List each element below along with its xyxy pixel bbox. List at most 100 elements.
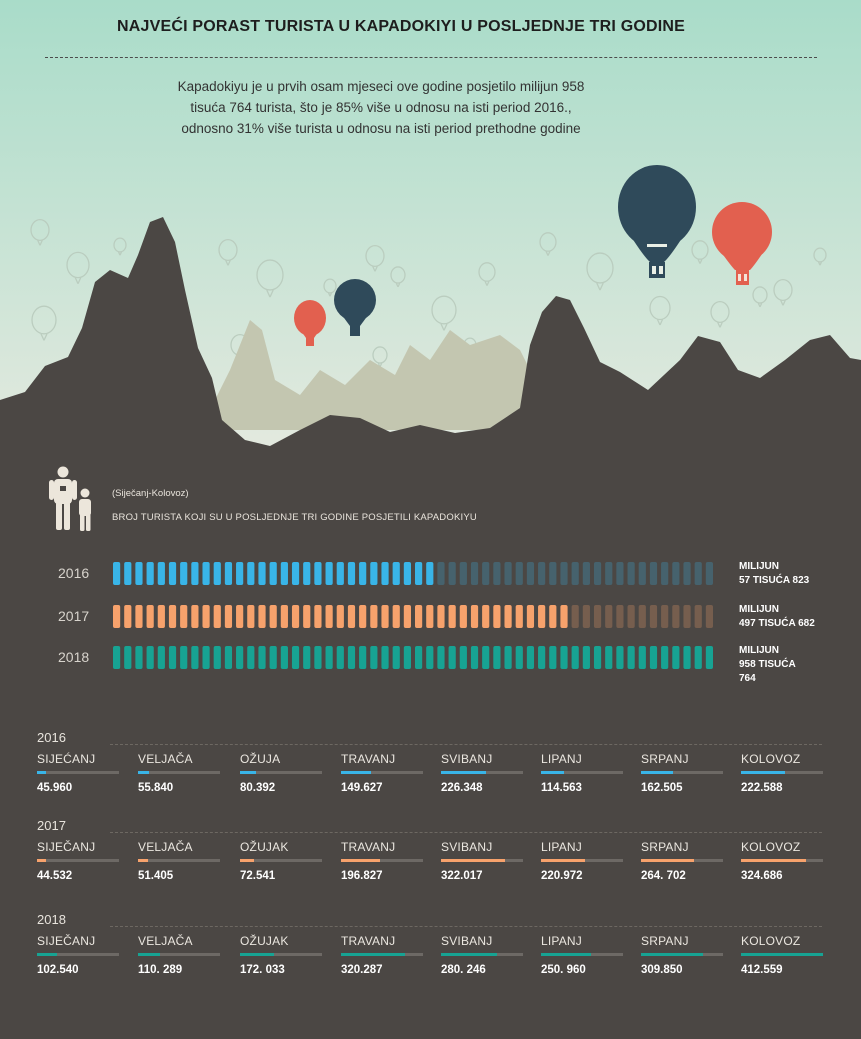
month-value: 114.563 bbox=[541, 782, 582, 794]
month-label: VELJAČA bbox=[138, 752, 193, 766]
totals-segment bbox=[213, 646, 221, 669]
page-title: NAJVEĆI PORAST TURISTA U KAPADOKIYI U PO… bbox=[117, 18, 686, 35]
month-bar bbox=[441, 953, 497, 956]
totals-segment bbox=[336, 605, 344, 628]
month-bar bbox=[138, 859, 149, 862]
month-cell: TRAVANJ 320.287 bbox=[341, 934, 436, 976]
totals-segment bbox=[191, 562, 199, 585]
section-divider bbox=[110, 744, 822, 745]
totals-segment bbox=[582, 562, 590, 585]
monthly-year-label-2016: 2016 bbox=[37, 730, 66, 745]
totals-segment bbox=[459, 646, 467, 669]
totals-segment bbox=[526, 562, 535, 585]
month-cell: SVIBANJ 280. 246 bbox=[441, 934, 536, 976]
month-value: 149.627 bbox=[341, 782, 383, 794]
month-cell: KOLOVOZ 412.559 bbox=[741, 934, 836, 976]
month-cell: VELJAČA 110. 289 bbox=[138, 934, 233, 976]
totals-segment bbox=[157, 646, 165, 669]
totals-segment bbox=[359, 562, 367, 585]
month-bar bbox=[641, 771, 674, 774]
monthly-year-label-2018: 2018 bbox=[37, 912, 66, 927]
month-label: VELJAČA bbox=[138, 840, 193, 854]
totals-segment bbox=[515, 562, 523, 585]
faint-balloon-17 bbox=[31, 305, 57, 335]
totals-segment bbox=[672, 605, 680, 628]
totals-segment bbox=[683, 605, 691, 628]
month-bar-track bbox=[341, 771, 423, 774]
month-label: VELJAČA bbox=[138, 934, 193, 948]
totals-segment bbox=[392, 562, 400, 585]
totals-segment bbox=[303, 562, 311, 585]
month-bar-track bbox=[541, 859, 623, 862]
month-value: 110. 289 bbox=[138, 964, 183, 976]
totals-segment bbox=[493, 562, 501, 585]
month-bar-track bbox=[441, 953, 523, 956]
totals-segment bbox=[135, 605, 143, 628]
month-bar-track bbox=[541, 953, 623, 956]
month-bar bbox=[37, 859, 46, 862]
totals-segment bbox=[258, 562, 266, 585]
totals-segment bbox=[236, 562, 244, 585]
totals-segment bbox=[705, 562, 713, 585]
faint-balloon-15 bbox=[773, 278, 793, 301]
month-value: 322.017 bbox=[441, 870, 483, 882]
totals-value-label-2017: MILIJUN 497 TISUĆA 682 bbox=[739, 604, 815, 629]
month-bar-track bbox=[541, 771, 623, 774]
month-bar-track bbox=[240, 859, 322, 862]
totals-segment bbox=[649, 646, 658, 669]
totals-segment bbox=[616, 605, 624, 628]
totals-segment bbox=[515, 605, 523, 628]
totals-segment bbox=[616, 646, 624, 669]
totals-segment bbox=[627, 646, 635, 669]
totals-segment bbox=[392, 646, 400, 669]
month-value: 226.348 bbox=[441, 782, 483, 794]
totals-segment bbox=[415, 562, 423, 585]
month-cell: LIPANJ 220.972 bbox=[541, 840, 636, 882]
totals-segment bbox=[202, 646, 210, 669]
month-cell: LIPANJ 114.563 bbox=[541, 752, 636, 794]
totals-segment bbox=[269, 646, 277, 669]
month-label: LIPANJ bbox=[541, 752, 582, 766]
month-bar-track bbox=[240, 771, 322, 774]
totals-segment bbox=[549, 562, 557, 585]
faint-balloon-4 bbox=[256, 259, 284, 291]
faint-balloon-9 bbox=[539, 232, 557, 252]
totals-segment bbox=[191, 646, 199, 669]
totals-segment bbox=[549, 646, 557, 669]
totals-segment bbox=[370, 562, 378, 585]
totals-segment bbox=[638, 646, 646, 669]
month-bar-track bbox=[138, 953, 220, 956]
month-label: OŽUJAK bbox=[240, 934, 289, 948]
background-balloons bbox=[30, 218, 827, 368]
totals-segment bbox=[705, 646, 713, 669]
month-bar bbox=[541, 859, 585, 862]
totals-segment bbox=[593, 646, 602, 669]
month-label: OŽUJAK bbox=[240, 840, 289, 854]
totals-segment bbox=[303, 646, 311, 669]
month-bar bbox=[138, 771, 150, 774]
month-cell: SRPANJ 309.850 bbox=[641, 934, 736, 976]
totals-segment bbox=[146, 646, 154, 669]
totals-segment bbox=[113, 562, 121, 585]
faint-balloon-5 bbox=[365, 244, 385, 267]
section-divider bbox=[110, 926, 822, 927]
month-value: 102.540 bbox=[37, 964, 79, 976]
totals-segment bbox=[314, 562, 322, 585]
totals-segment bbox=[571, 646, 579, 669]
month-cell: SVIBANJ 322.017 bbox=[441, 840, 536, 882]
month-cell: TRAVANJ 196.827 bbox=[341, 840, 436, 882]
totals-segment bbox=[605, 605, 613, 628]
totals-segment bbox=[325, 646, 333, 669]
month-bar bbox=[441, 771, 486, 774]
totals-segment bbox=[571, 562, 579, 585]
totals-segment bbox=[135, 646, 143, 669]
month-cell: KOLOVOZ 324.686 bbox=[741, 840, 836, 882]
month-cell: SRPANJ 162.505 bbox=[641, 752, 736, 794]
totals-segment bbox=[314, 605, 322, 628]
totals-segment bbox=[694, 646, 702, 669]
month-label: TRAVANJ bbox=[341, 934, 396, 948]
totals-year-label-2017: 2017 bbox=[58, 608, 90, 624]
section-divider bbox=[110, 832, 822, 833]
totals-segment bbox=[359, 646, 367, 669]
month-cell: VELJAČA 55.840 bbox=[138, 752, 233, 794]
